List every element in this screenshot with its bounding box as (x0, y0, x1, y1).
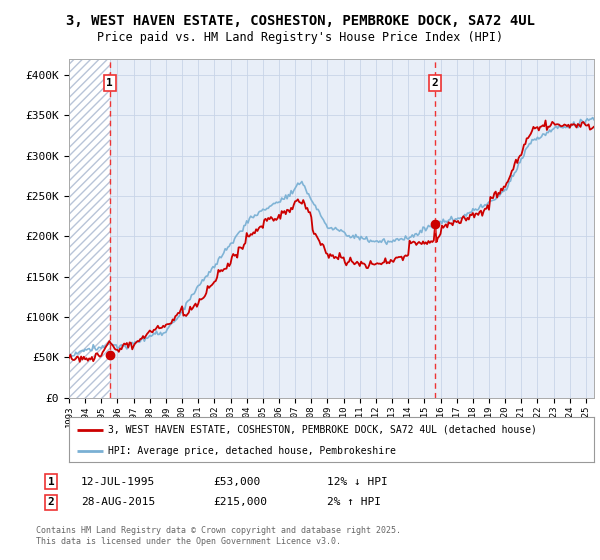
Text: 12% ↓ HPI: 12% ↓ HPI (327, 477, 388, 487)
Text: 1: 1 (47, 477, 55, 487)
Text: Price paid vs. HM Land Registry's House Price Index (HPI): Price paid vs. HM Land Registry's House … (97, 31, 503, 44)
Text: 12-JUL-1995: 12-JUL-1995 (81, 477, 155, 487)
Text: HPI: Average price, detached house, Pembrokeshire: HPI: Average price, detached house, Pemb… (109, 446, 396, 456)
Text: 1: 1 (106, 78, 113, 88)
Text: £53,000: £53,000 (213, 477, 260, 487)
Text: 2: 2 (47, 497, 55, 507)
Text: 2: 2 (431, 78, 439, 88)
Text: £215,000: £215,000 (213, 497, 267, 507)
Text: Contains HM Land Registry data © Crown copyright and database right 2025.
This d: Contains HM Land Registry data © Crown c… (36, 526, 401, 546)
Text: 3, WEST HAVEN ESTATE, COSHESTON, PEMBROKE DOCK, SA72 4UL (detached house): 3, WEST HAVEN ESTATE, COSHESTON, PEMBROK… (109, 424, 537, 435)
Text: 28-AUG-2015: 28-AUG-2015 (81, 497, 155, 507)
Text: 3, WEST HAVEN ESTATE, COSHESTON, PEMBROKE DOCK, SA72 4UL: 3, WEST HAVEN ESTATE, COSHESTON, PEMBROK… (65, 14, 535, 28)
Text: 2% ↑ HPI: 2% ↑ HPI (327, 497, 381, 507)
Bar (69, 59, 110, 398)
